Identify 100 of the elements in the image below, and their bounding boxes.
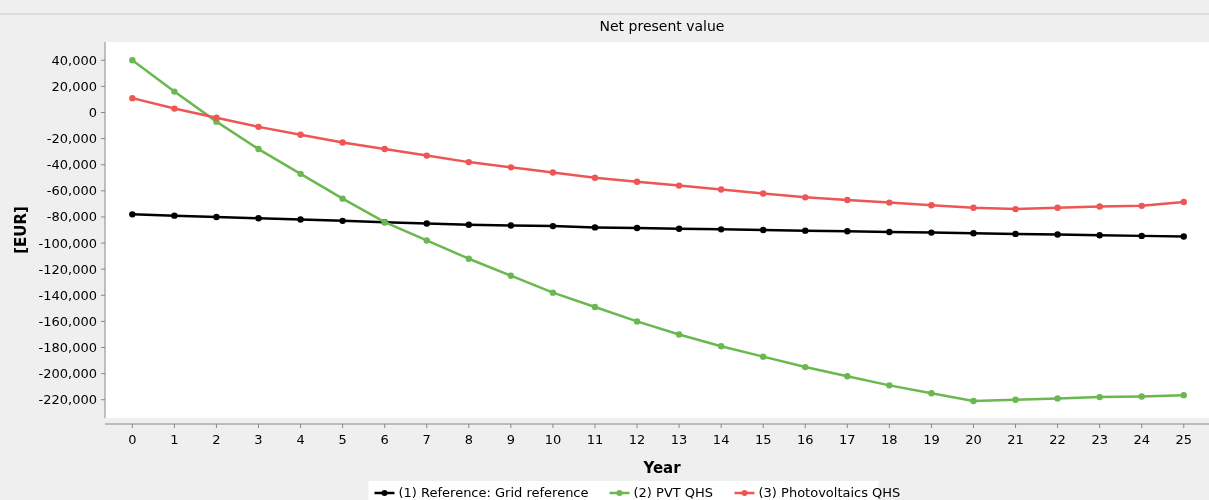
x-tick-label: 2 (212, 432, 221, 447)
point (129, 211, 136, 218)
x-tick-label: 22 (1049, 432, 1066, 447)
point (255, 145, 262, 153)
y-tick-label: -40,000 (46, 157, 97, 173)
chart-title: Net present value (599, 18, 725, 34)
point (297, 170, 304, 178)
point (423, 152, 430, 159)
point (928, 389, 935, 397)
point (1138, 393, 1145, 400)
point (675, 331, 683, 338)
y-tick-label: -80,000 (46, 209, 97, 225)
point (591, 224, 599, 231)
point (255, 123, 262, 131)
point (844, 373, 851, 380)
point (381, 145, 388, 153)
point (928, 229, 935, 236)
point (1096, 232, 1103, 239)
x-tick-label: 11 (586, 432, 604, 447)
y-tick-label: -200,000 (38, 366, 97, 382)
point (886, 382, 893, 389)
y-tick-label: -120,000 (38, 261, 97, 277)
point (633, 318, 641, 325)
y-tick-label: -160,000 (38, 313, 97, 329)
x-tick-label: 10 (544, 432, 562, 447)
x-tick-label: 19 (923, 432, 940, 447)
point (339, 217, 346, 225)
point (759, 190, 767, 197)
legend-label: (2) PVT QHS (633, 485, 714, 500)
y-axis-title: [EUR] (12, 206, 30, 254)
point (1054, 395, 1061, 402)
x-tick-label: 7 (422, 432, 431, 447)
x-tick-label: 6 (380, 432, 389, 447)
point (507, 164, 515, 171)
point (928, 201, 935, 209)
point (1180, 198, 1187, 206)
x-tick-label: 14 (712, 432, 730, 447)
point (1012, 396, 1019, 403)
point (802, 194, 809, 201)
point (844, 228, 851, 235)
x-tick-label: 9 (506, 432, 515, 447)
point (465, 255, 472, 262)
point (717, 342, 725, 350)
y-tick-label: -180,000 (38, 340, 97, 356)
point (507, 272, 515, 279)
point (507, 222, 515, 229)
legend-label: (3) Photovoltaics QHS (758, 485, 901, 500)
point (633, 178, 641, 185)
point (549, 289, 557, 296)
point (886, 199, 893, 206)
x-tick-label: 5 (338, 432, 347, 447)
x-tick-label: 18 (881, 432, 898, 447)
point (129, 94, 136, 102)
x-tick-label: 21 (1007, 432, 1024, 447)
point (1180, 233, 1187, 240)
x-tick-label: 3 (254, 432, 263, 447)
point (844, 196, 851, 204)
point (970, 397, 977, 405)
point (886, 228, 893, 236)
point (171, 88, 178, 95)
x-tick-label: 17 (839, 432, 856, 447)
point (171, 105, 178, 112)
y-tick-label: -60,000 (46, 183, 97, 199)
point (1054, 204, 1061, 212)
point (549, 222, 557, 230)
point (759, 226, 767, 234)
x-tick-label: 1 (170, 432, 179, 447)
point (633, 224, 641, 232)
x-axis-title: Year (642, 459, 682, 477)
x-tick-label: 24 (1133, 432, 1150, 447)
x-tick-label: 4 (296, 432, 305, 447)
y-tick-label: -100,000 (38, 235, 97, 251)
point (802, 227, 809, 234)
point (1012, 205, 1019, 213)
x-tick-label: 20 (965, 432, 982, 447)
x-tick-label: 16 (796, 432, 814, 447)
x-tick-label: 0 (128, 432, 137, 447)
x-tick-label: 13 (670, 432, 688, 447)
point (1096, 203, 1103, 210)
point (1138, 232, 1145, 240)
x-tick-label: 8 (464, 432, 473, 447)
point (675, 225, 683, 232)
y-tick-label: 40,000 (51, 52, 97, 68)
y-tick-label: -220,000 (38, 392, 97, 408)
point (970, 204, 977, 212)
y-tick-label: -20,000 (46, 131, 97, 147)
point (255, 215, 262, 222)
point (1054, 231, 1061, 238)
point (675, 182, 683, 189)
point (717, 186, 725, 193)
point (1180, 391, 1187, 399)
point (759, 353, 767, 360)
x-tick-label: 25 (1175, 432, 1193, 447)
point (423, 220, 430, 227)
point (970, 230, 977, 237)
point (213, 213, 220, 221)
point (1096, 393, 1103, 401)
point (465, 221, 472, 228)
y-tick-label: -140,000 (38, 287, 97, 303)
point (213, 114, 220, 121)
